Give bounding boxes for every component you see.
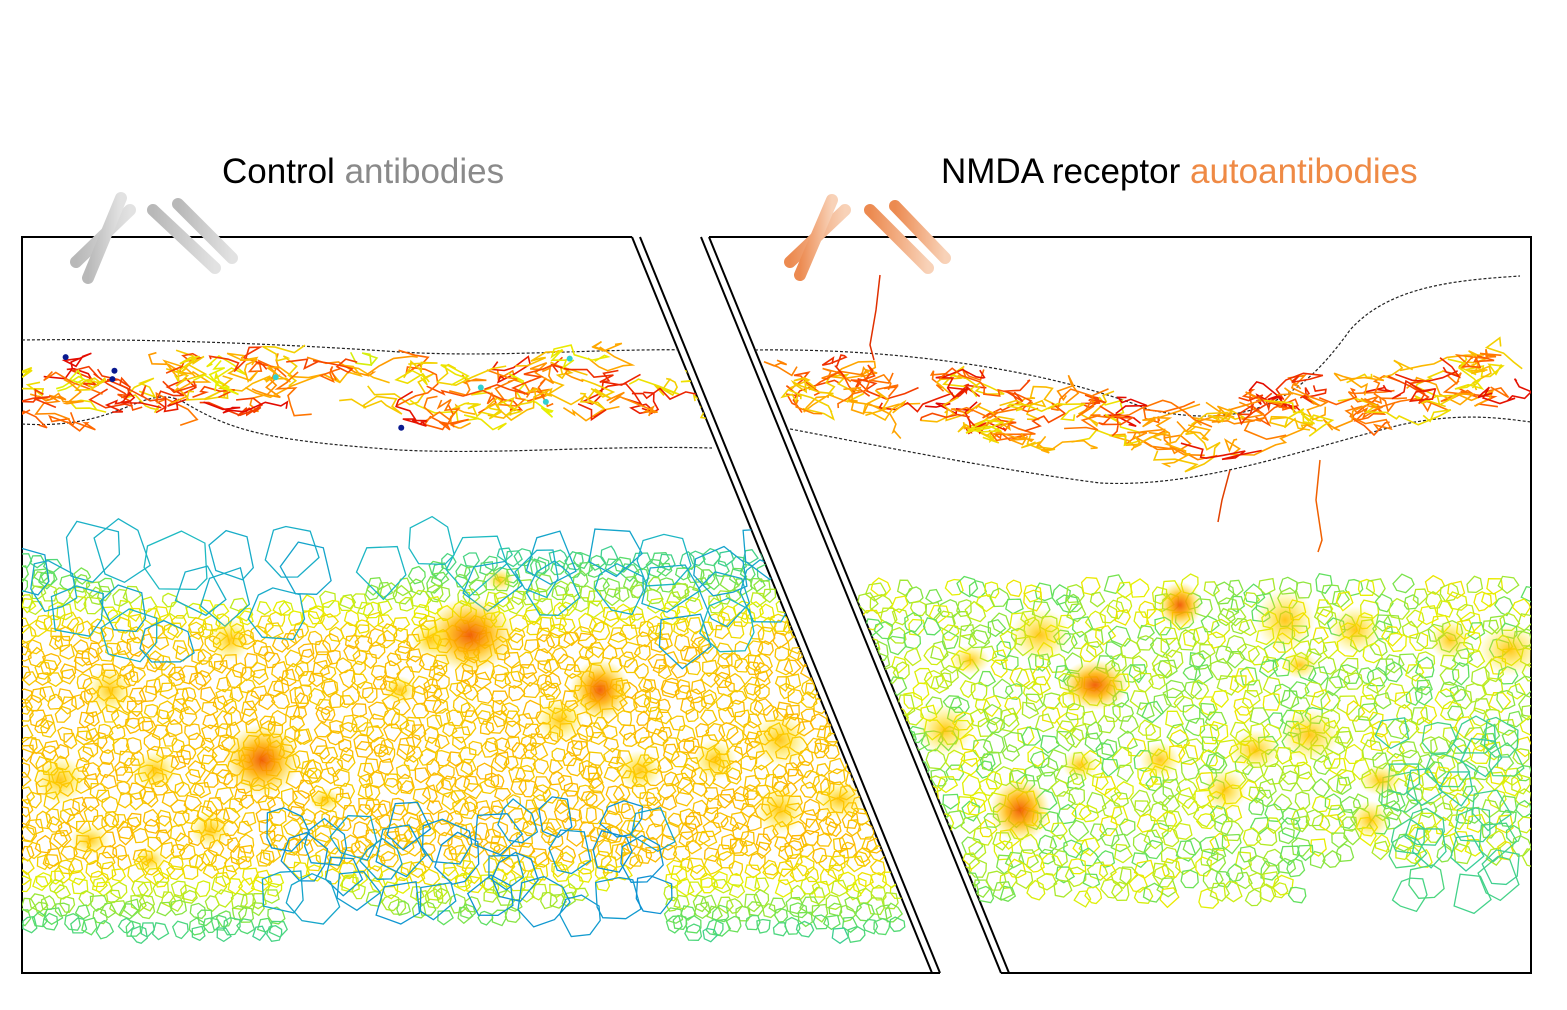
right-dendrite-outline-lower <box>784 416 1531 485</box>
right-density-clusters <box>917 581 1531 842</box>
right-title-prefix: NMDA receptor <box>941 152 1181 191</box>
antibody-icon <box>784 84 951 281</box>
right-panel-title: NMDA receptor autoantibodies <box>941 152 1418 192</box>
left-title-highlight: antibodies <box>344 152 505 191</box>
right-title-highlight: autoantibodies <box>1189 152 1418 191</box>
left-title-prefix: Control <box>222 152 335 191</box>
right-trajectories <box>763 274 1531 553</box>
antibody-icon <box>70 84 238 284</box>
left-dendrite-outline <box>22 339 701 355</box>
left-density-clusters <box>34 568 864 873</box>
left-trajectories <box>22 341 741 432</box>
left-panel-title: Control antibodies <box>222 152 504 192</box>
right-dendrite-outline <box>754 275 1521 417</box>
